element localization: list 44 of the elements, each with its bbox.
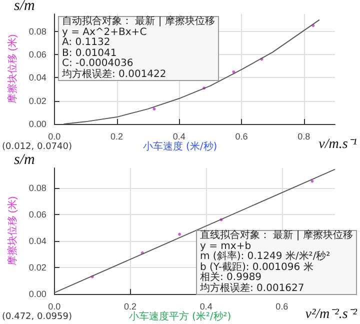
x-tick-label: 0.0: [48, 302, 61, 312]
point: [310, 180, 314, 183]
text: s/m: [14, 152, 35, 169]
x-tick-label: 0.2: [110, 132, 124, 142]
annotation: y = Ax^2+Bx+C: [62, 26, 148, 38]
annotation: B: 0.01041: [62, 48, 118, 58]
x-tick-label: 0.2: [124, 302, 137, 312]
x-tick-label: 0.4: [200, 302, 212, 312]
x-tick-label: 0.8: [298, 132, 310, 142]
x-tick-label: 0.4: [172, 132, 186, 142]
annotation: C: -0.0004036: [62, 58, 134, 69]
y-axis-title: 摩擦块位移 (米): [6, 34, 18, 104]
y-tick-label: 0.08: [28, 182, 46, 193]
y-tick-label: 0.06: [28, 209, 46, 220]
x-tick-label: 0.6: [235, 132, 248, 142]
y-tick-label: 0.04: [28, 236, 46, 246]
annotation: 自动拟合对象： 最新 | 摩擦块位移: [62, 16, 215, 28]
annotation: A: 0.1132: [62, 37, 112, 48]
y-tick-label: 0.02: [28, 262, 46, 272]
x-axis-title: 小车速度平方 (米²/秒²): [128, 310, 232, 322]
text: v²/m⁻².s⁻²: [305, 306, 357, 323]
annotation: y = mx+b: [200, 240, 252, 252]
x-axis-title: 小车速度 (米/秒): [142, 140, 218, 152]
annotation: 均方根误差: 0.001422: [62, 68, 168, 80]
annotation: b (Y-截距): 0.001096 米: [200, 262, 314, 272]
y-tick-label: 0.00: [28, 119, 46, 129]
x-tick-label: 0.0: [48, 132, 61, 142]
annotation: m (斜率): 0.1249 米/米²/秒²: [200, 251, 332, 262]
text: (0.012, 0.0740): [2, 142, 72, 152]
text: s/m: [14, 0, 35, 15]
x-tick-label: 0.6: [276, 302, 288, 312]
annotation: 直线拟合对象： 最新 | 摩擦块位移: [200, 230, 353, 241]
point: [152, 107, 156, 110]
annotation: 相关: 0.9989: [200, 272, 263, 283]
y-tick-label: 0.08: [28, 26, 46, 36]
y-tick-label: 0.06: [28, 50, 46, 60]
y-tick-label: 0.02: [28, 96, 46, 106]
point: [178, 232, 182, 236]
y-tick-label: 0.00: [28, 289, 46, 299]
y-axis-title: 摩擦块位移 (米): [6, 196, 18, 266]
text: (0.472, 0.0959): [2, 312, 72, 322]
text: v/m.s⁻¹: [318, 136, 357, 153]
annotation: 均方根误差: 0.001627: [200, 282, 306, 294]
y-tick-label: 0.04: [28, 72, 46, 83]
